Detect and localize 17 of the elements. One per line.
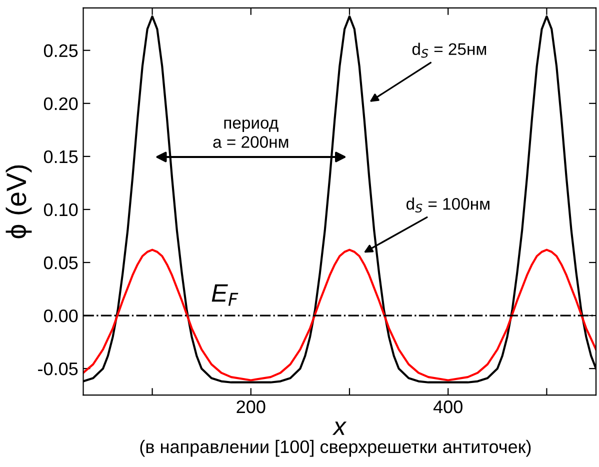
y-tick-label: 0.25 [44, 44, 78, 58]
x-tick-label: 200 [236, 400, 266, 414]
y-tick-label: 0.20 [44, 97, 78, 110]
annotation: d$_{S}$ = 25нм [412, 42, 486, 58]
x-tick-label: 400 [433, 400, 462, 414]
line-series [83, 248, 596, 382]
x-axis-title: x [332, 422, 347, 435]
annotation: d$_{S}$ = 100нм [406, 198, 490, 213]
y-axis-title: ϕ (eV) [6, 165, 32, 238]
y-tick-label: 0.05 [44, 256, 78, 270]
y-tick-label: 0.15 [44, 150, 78, 164]
y-tick-label: -0.05 [38, 362, 78, 376]
ref-line-label: E$_{F}$ [212, 284, 238, 306]
y-tick-label: 0.10 [44, 203, 78, 216]
text: (в направлении [100] сверхрешетки антиточек) [140, 440, 531, 457]
y-tick-label: 0.00 [44, 309, 78, 322]
annotation: период a = 200нм [213, 120, 288, 148]
